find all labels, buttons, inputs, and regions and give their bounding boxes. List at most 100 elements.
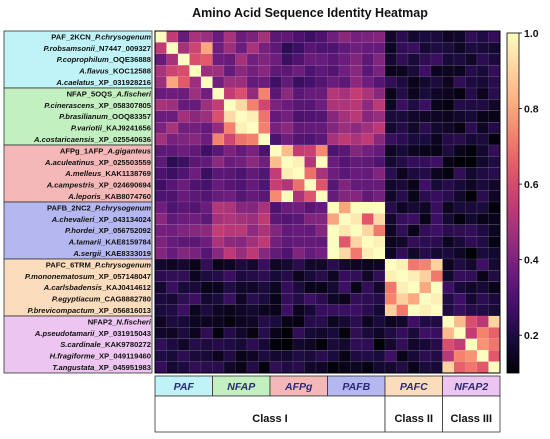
column-group-label: NFAP2 xyxy=(454,381,488,393)
heatmap-cell xyxy=(223,293,236,305)
heatmap-cell xyxy=(442,304,455,317)
heatmap-cell xyxy=(361,122,374,134)
heatmap-cell xyxy=(396,167,409,180)
heatmap-cell xyxy=(407,270,420,282)
heatmap-cell xyxy=(304,179,317,191)
heatmap-cell xyxy=(258,201,271,214)
heatmap-cell xyxy=(453,76,466,89)
heatmap-cell xyxy=(246,87,259,100)
heatmap-cell xyxy=(189,236,202,248)
heatmap-cell xyxy=(419,30,432,43)
heatmap-cell xyxy=(258,281,271,294)
heatmap-cell xyxy=(327,42,340,54)
heatmap-cell xyxy=(246,201,259,214)
heatmap-cell xyxy=(315,179,328,191)
heatmap-cell xyxy=(338,42,351,54)
heatmap-cell xyxy=(269,65,282,77)
heatmap-cell xyxy=(476,247,489,260)
heatmap-cell xyxy=(465,110,478,123)
heatmap-cell xyxy=(315,281,328,294)
heatmap-cell xyxy=(200,133,213,146)
heatmap-cell xyxy=(200,30,213,43)
colorbar-gradient xyxy=(506,32,520,374)
row-label: A.caelatus_XP_031928216 xyxy=(55,78,151,87)
heatmap-cell xyxy=(166,76,179,89)
heatmap-cell xyxy=(258,122,271,134)
heatmap-cell xyxy=(246,293,259,305)
heatmap-cell xyxy=(223,258,236,271)
heatmap-cell xyxy=(269,270,282,282)
row-label-accession: _XP_056816013 xyxy=(93,306,151,315)
row-label-accession: _KAB8074760 xyxy=(100,192,151,201)
heatmap-cell xyxy=(327,201,340,214)
heatmap-cell xyxy=(465,122,478,134)
heatmap-cell xyxy=(246,304,259,317)
heatmap-cell xyxy=(430,315,443,328)
heatmap-cell xyxy=(419,144,432,157)
row-label: AFPg_1AFP_A.giganteus xyxy=(60,146,151,155)
heatmap-cell xyxy=(327,167,340,180)
heatmap-cell xyxy=(453,315,466,328)
heatmap-cell xyxy=(350,304,363,317)
heatmap-cell xyxy=(200,65,213,77)
heatmap-cell xyxy=(327,76,340,89)
heatmap-cell xyxy=(177,122,190,134)
heatmap-cell xyxy=(246,65,259,77)
heatmap-cell xyxy=(465,281,478,294)
row-label-species: A.campestris xyxy=(46,181,95,190)
heatmap-cell xyxy=(154,76,167,89)
row-band-nfap2 xyxy=(3,315,153,374)
row-label-accession: _KAK1138769 xyxy=(100,169,151,178)
heatmap-cell xyxy=(350,156,363,168)
row-label-species: A.fischeri xyxy=(115,89,151,98)
heatmap-cell xyxy=(396,213,409,225)
heatmap-cell xyxy=(177,99,190,111)
heatmap-cell xyxy=(315,350,328,362)
heatmap-cell xyxy=(154,42,167,54)
heatmap-cell xyxy=(373,144,386,157)
heatmap-cell xyxy=(384,76,397,89)
heatmap-cell xyxy=(465,327,478,339)
heatmap-cell xyxy=(246,338,259,351)
heatmap-cell xyxy=(246,315,259,328)
heatmap-cell xyxy=(442,179,455,191)
heatmap-cell xyxy=(189,65,202,77)
heatmap-cell xyxy=(338,133,351,146)
heatmap-cell xyxy=(350,144,363,157)
heatmap-cell xyxy=(177,224,190,237)
heatmap-cell xyxy=(258,361,271,374)
heatmap-cell xyxy=(154,167,167,180)
heatmap-cell xyxy=(373,201,386,214)
heatmap-cell xyxy=(465,236,478,248)
heatmap-cell xyxy=(419,315,432,328)
heatmap-cell xyxy=(361,201,374,214)
row-label-accession: _XP_025503559 xyxy=(93,158,151,167)
heatmap-cell xyxy=(407,30,420,43)
heatmap-cell xyxy=(453,190,466,203)
heatmap-cell xyxy=(315,213,328,225)
column-group-label: PAFC xyxy=(400,381,428,393)
heatmap-cell xyxy=(361,30,374,43)
heatmap-cell xyxy=(154,122,167,134)
heatmap-cell xyxy=(430,53,443,66)
heatmap-cell xyxy=(442,87,455,100)
row-label-species: A.aculeatinus xyxy=(44,158,94,167)
column-group-label: PAF xyxy=(174,381,195,393)
heatmap-cell xyxy=(373,65,386,77)
heatmap-cell xyxy=(258,338,271,351)
heatmap-cell xyxy=(419,110,432,123)
heatmap-cell xyxy=(315,53,328,66)
heatmap-cell xyxy=(488,201,501,214)
heatmap-cell xyxy=(465,190,478,203)
heatmap-cell xyxy=(384,30,397,43)
heatmap-cell xyxy=(212,76,225,89)
heatmap-cell xyxy=(223,179,236,191)
heatmap-cell xyxy=(453,65,466,77)
heatmap-cell xyxy=(189,304,202,317)
heatmap-cell xyxy=(488,304,501,317)
heatmap-cell xyxy=(338,110,351,123)
heatmap-cell xyxy=(258,213,271,225)
heatmap-cell xyxy=(338,338,351,351)
row-label-species: P.hordei xyxy=(65,226,95,235)
heatmap-cell xyxy=(292,42,305,54)
